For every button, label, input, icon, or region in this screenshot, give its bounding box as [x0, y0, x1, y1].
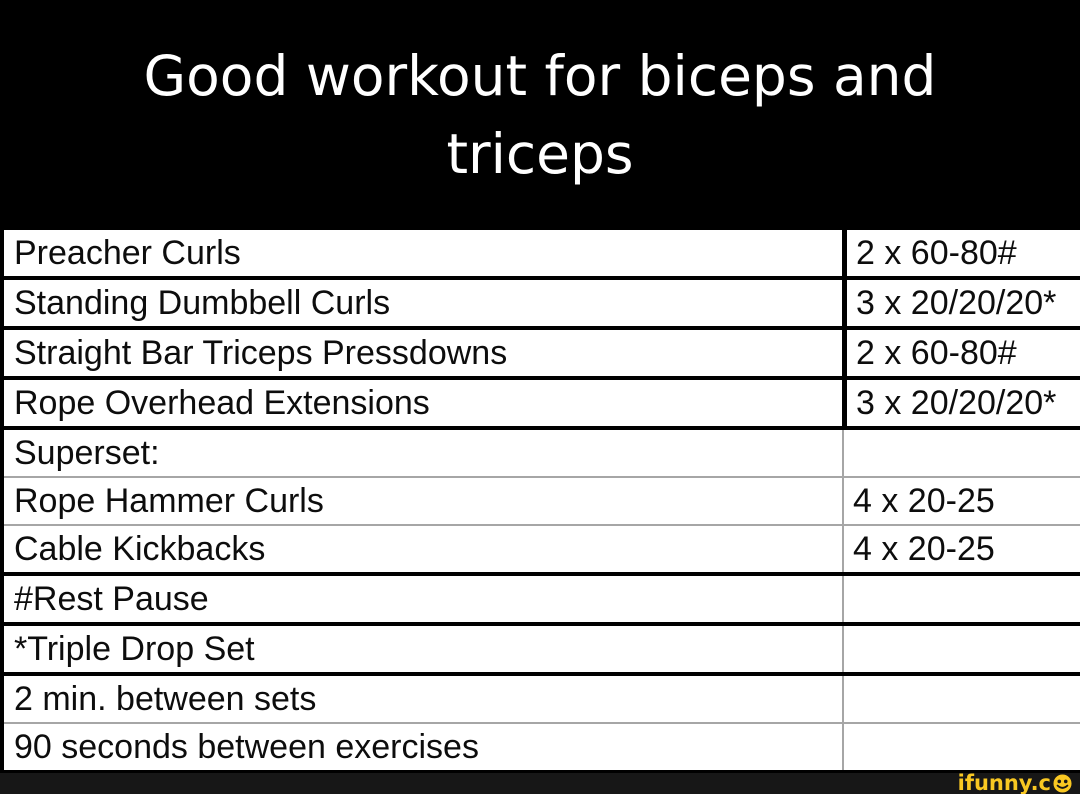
table-row: Standing Dumbbell Curls 3 x 20/20/20* — [4, 280, 1080, 330]
table-row: 90 seconds between exercises — [4, 724, 1080, 770]
table-row: Preacher Curls 2 x 60-80# — [4, 230, 1080, 280]
exercise-cell: Preacher Curls — [14, 233, 241, 272]
sets-cell: 3 x 20/20/20* — [842, 280, 1080, 326]
sets-cell: 4 x 20-25 — [842, 526, 1080, 572]
exercise-cell: Rope Hammer Curls — [14, 481, 324, 520]
page-title-line-1: Good workout for biceps and — [143, 43, 937, 108]
workout-table: Preacher Curls 2 x 60-80# Standing Dumbb… — [0, 230, 1080, 770]
sets-cell — [842, 724, 1080, 770]
sets-cell — [842, 676, 1080, 722]
table-row: #Rest Pause — [4, 576, 1080, 626]
exercise-cell: Straight Bar Triceps Pressdowns — [14, 333, 508, 372]
ifunny-watermark-bar: ifunny.c — [0, 770, 1080, 794]
table-row: Straight Bar Triceps Pressdowns 2 x 60-8… — [4, 330, 1080, 380]
table-row: Rope Overhead Extensions 3 x 20/20/20* — [4, 380, 1080, 430]
sets-cell — [842, 430, 1080, 476]
sets-cell — [842, 576, 1080, 622]
table-row: Rope Hammer Curls 4 x 20-25 — [4, 478, 1080, 526]
exercise-cell: #Rest Pause — [14, 579, 209, 618]
exercise-cell: Standing Dumbbell Curls — [14, 283, 391, 322]
sets-cell: 2 x 60-80# — [842, 230, 1080, 276]
sets-cell: 4 x 20-25 — [842, 478, 1080, 524]
exercise-cell: 2 min. between sets — [14, 679, 317, 718]
ifunny-logo-text: ifunny.c — [957, 771, 1051, 794]
exercise-cell: Rope Overhead Extensions — [14, 383, 430, 422]
page-title-line-2: triceps — [446, 122, 634, 186]
table-row: *Triple Drop Set — [4, 626, 1080, 676]
title-banner: Good workout for biceps and triceps — [0, 0, 1080, 230]
table-row: 2 min. between sets — [4, 676, 1080, 724]
table-row: Superset: — [4, 430, 1080, 478]
ifunny-logo: ifunny.c — [958, 773, 1072, 794]
exercise-cell: Cable Kickbacks — [14, 529, 266, 568]
exercise-cell: 90 seconds between exercises — [14, 727, 479, 766]
sets-cell: 3 x 20/20/20* — [842, 380, 1080, 426]
exercise-cell: *Triple Drop Set — [14, 629, 255, 668]
table-row: Cable Kickbacks 4 x 20-25 — [4, 526, 1080, 576]
sets-cell: 2 x 60-80# — [842, 330, 1080, 376]
sets-cell — [842, 626, 1080, 672]
smiley-icon — [1053, 774, 1072, 793]
exercise-cell: Superset: — [14, 433, 160, 472]
